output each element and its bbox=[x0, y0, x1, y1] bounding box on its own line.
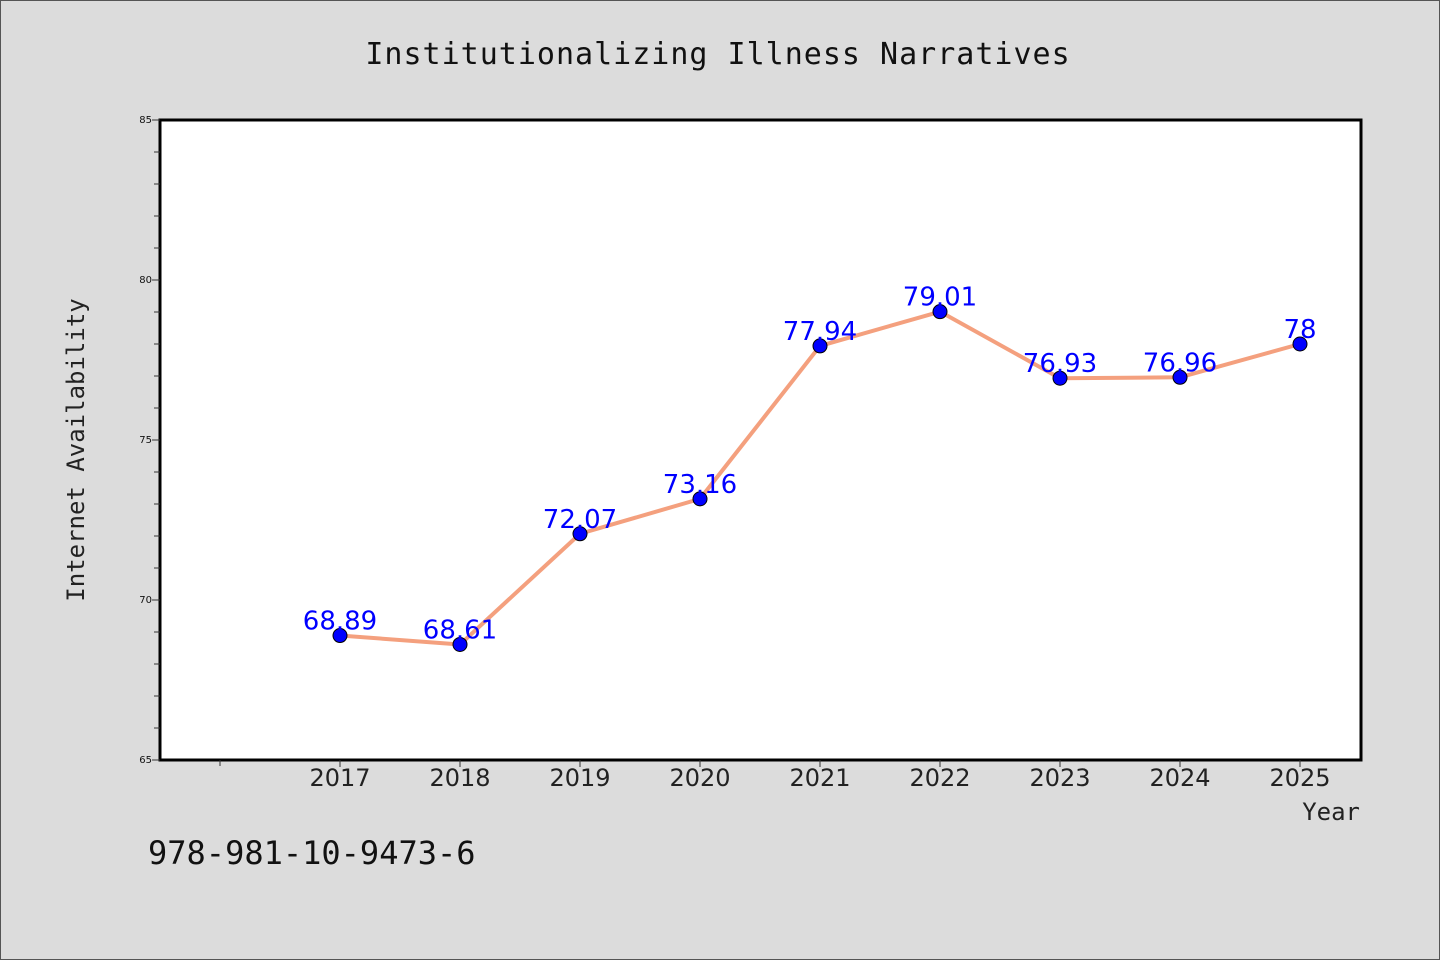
y-tick-label: 80 bbox=[139, 275, 152, 286]
plot-area bbox=[158, 118, 1363, 762]
data-label: 76.93 bbox=[1023, 349, 1097, 379]
x-tick-label: 2022 bbox=[909, 764, 970, 792]
x-tick-label: 2021 bbox=[789, 764, 850, 792]
y-tick-label: 65 bbox=[139, 755, 152, 766]
data-label: 73.16 bbox=[663, 470, 737, 500]
data-label: 79.01 bbox=[903, 283, 977, 313]
data-point bbox=[1292, 336, 1308, 352]
x-tick-label: 2019 bbox=[549, 764, 610, 792]
x-tick-label: 2024 bbox=[1149, 764, 1210, 792]
x-tick-label: 2023 bbox=[1029, 764, 1090, 792]
y-axis-label: Internet Availability bbox=[62, 298, 90, 601]
x-tick-label: 2017 bbox=[309, 764, 370, 792]
x-tick-label: 2020 bbox=[669, 764, 730, 792]
y-tick-label: 85 bbox=[139, 115, 152, 126]
data-label: 72.07 bbox=[543, 505, 617, 535]
data-point bbox=[332, 628, 348, 644]
data-label: 77.94 bbox=[783, 317, 857, 347]
data-point bbox=[692, 491, 708, 507]
data-point bbox=[932, 304, 948, 320]
isbn-annotation: 978-981-10-9473-6 bbox=[148, 834, 476, 872]
y-tick-label: 75 bbox=[139, 435, 152, 446]
x-axis-label: Year bbox=[1302, 798, 1360, 826]
x-tick-label: 2025 bbox=[1269, 764, 1330, 792]
y-tick-label: 70 bbox=[139, 595, 152, 606]
data-label: 68.89 bbox=[303, 607, 377, 637]
x-axis: 2017 2018 2019 2020 2021 2022 2023 2024 2025 bbox=[219, 760, 1331, 792]
series: 68.89 68.61 72.07 73.16 77.94 79.01 76.93 76.96… bbox=[303, 283, 1317, 652]
x-tick-label: 2018 bbox=[429, 764, 490, 792]
data-point bbox=[572, 526, 588, 542]
data-label: 76.96 bbox=[1143, 348, 1217, 378]
data-point bbox=[812, 338, 828, 354]
data-point bbox=[1172, 369, 1188, 385]
data-point bbox=[452, 636, 468, 652]
data-label: 68.61 bbox=[423, 615, 497, 645]
data-label: 78 bbox=[1283, 315, 1316, 345]
data-point bbox=[1052, 370, 1068, 386]
y-axis: 65 70 75 80 85 bbox=[139, 115, 160, 766]
chart-title: Institutionalizing Illness Narratives bbox=[365, 37, 1070, 72]
